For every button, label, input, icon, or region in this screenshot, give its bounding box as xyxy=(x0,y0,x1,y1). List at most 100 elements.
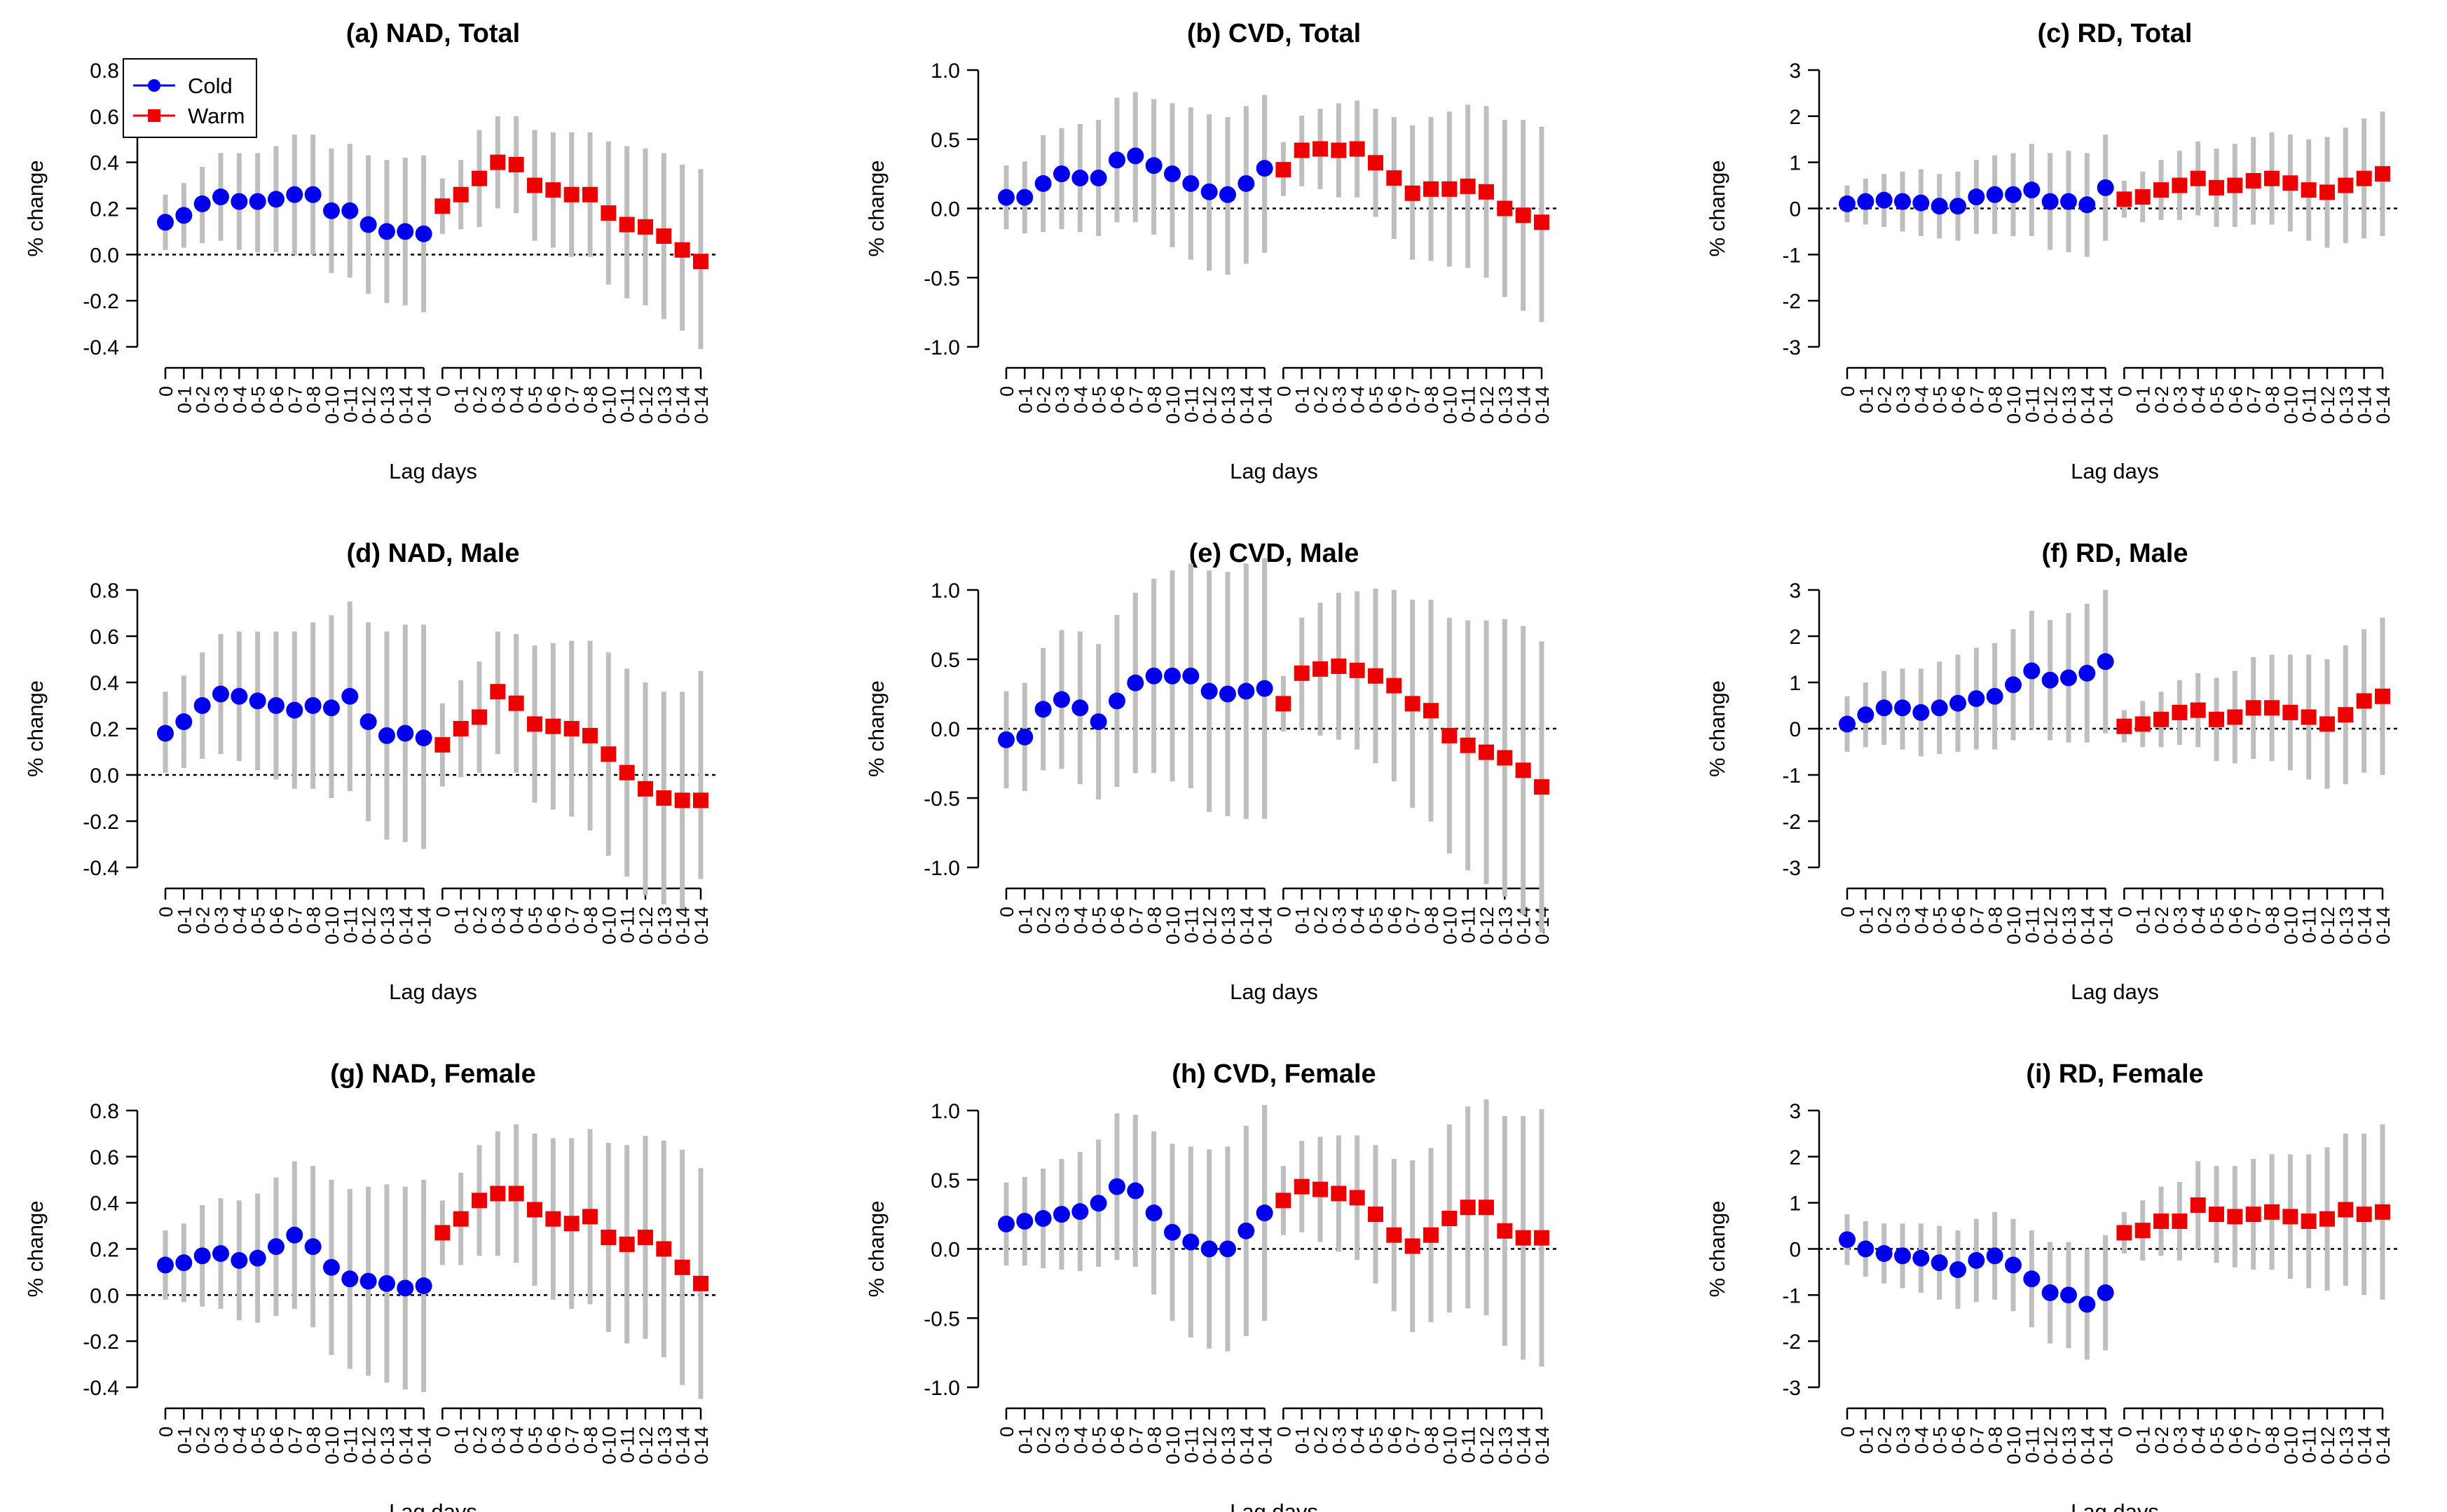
y-tick-label: 1 xyxy=(1789,1193,1801,1216)
point-cold xyxy=(231,1251,248,1269)
x-tick-label: 0-1 xyxy=(1292,907,1313,934)
point-cold xyxy=(1090,1195,1107,1212)
x-tick-label: 0-6 xyxy=(1107,907,1128,934)
panel-b: (b) CVD, Total -1.0 -0.5 0.0 0.5 1.0 % change 0… xyxy=(864,19,1560,483)
point-cold xyxy=(359,216,377,233)
x-tick-label: 0-2 xyxy=(1874,1427,1896,1454)
point-warm xyxy=(674,792,690,809)
x-tick-label: 0-5 xyxy=(248,1427,269,1454)
point-cold xyxy=(1127,147,1144,165)
x-tick-label: 0-2 xyxy=(193,1427,214,1454)
x-tick-label: 0-7 xyxy=(562,386,583,413)
point-warm xyxy=(2116,718,2132,734)
y-tick-label: -0.2 xyxy=(83,1331,119,1354)
x-tick-label: 0-5 xyxy=(1366,907,1387,934)
x-tick-label: 0 xyxy=(996,907,1017,917)
x-tick-label: 0-7 xyxy=(285,386,306,413)
point-warm xyxy=(1423,181,1439,197)
point-cold xyxy=(1108,692,1125,710)
point-warm xyxy=(2338,1202,2354,1218)
panel-e: (e) CVD, Male-1.0-0.50.00.51.0% change00… xyxy=(864,539,1560,1004)
y-tick-label: 0.2 xyxy=(90,198,119,221)
x-tick-label: 0-5 xyxy=(525,907,546,934)
point-cold xyxy=(1857,193,1874,210)
x-tick-label: 0-14 xyxy=(414,386,435,424)
x-tick-label: 0-10 xyxy=(1163,907,1184,944)
point-warm xyxy=(1349,1190,1365,1206)
y-tick-label: 0.0 xyxy=(931,1239,960,1262)
point-warm xyxy=(2153,1214,2170,1229)
point-cold xyxy=(1034,174,1052,192)
point-warm xyxy=(1331,658,1347,674)
point-warm xyxy=(1534,1230,1549,1246)
point-warm xyxy=(1294,1178,1310,1195)
point-warm xyxy=(693,792,708,809)
point-cold xyxy=(1912,1249,1930,1267)
x-tick-label: 0-6 xyxy=(1948,907,1969,934)
point-cold xyxy=(1053,1206,1070,1223)
x-tick-label: 0-6 xyxy=(1384,907,1405,934)
x-tick-label: 0 xyxy=(1837,386,1858,397)
x-tick-label: 0 xyxy=(1273,1427,1294,1437)
point-cold xyxy=(1090,713,1107,731)
y-tick-label: 0 xyxy=(1789,1239,1801,1262)
point-warm xyxy=(2153,711,2170,727)
point-warm xyxy=(453,1211,469,1227)
x-tick-label: 0-11 xyxy=(2299,907,2320,943)
x-tick-label: 0-3 xyxy=(1893,386,1914,413)
point-warm xyxy=(563,1216,580,1232)
x-tick-label: 0-8 xyxy=(580,386,601,413)
x-tick-label: 0-6 xyxy=(266,386,287,413)
point-warm xyxy=(582,727,598,743)
x-tick-label: 0-12 xyxy=(359,907,380,944)
point-warm xyxy=(2172,1214,2188,1229)
x-axis-label: Lag days xyxy=(389,980,477,1004)
x-tick-label: 0 xyxy=(996,386,1017,397)
x-tick-label: 0-13 xyxy=(377,1427,398,1464)
x-tick-label: 0-3 xyxy=(2170,386,2191,413)
y-tick-label: 2 xyxy=(1789,626,1801,649)
x-tick-label: 0-7 xyxy=(285,1427,306,1454)
x-tick-label: 0-1 xyxy=(2133,1427,2154,1454)
x-tick-label: 0-13 xyxy=(1495,386,1516,424)
x-tick-label: 0-10 xyxy=(322,386,343,424)
point-warm xyxy=(2264,1204,2280,1220)
x-tick-label: 0-5 xyxy=(1089,907,1110,934)
x-tick-label: 0-8 xyxy=(1421,386,1442,413)
x-axis-label: Lag days xyxy=(389,1499,477,1512)
y-tick-label: 0.0 xyxy=(90,1284,119,1307)
y-tick-label: 0.2 xyxy=(90,718,119,741)
x-tick-label: 0-7 xyxy=(2244,386,2265,413)
legend-box xyxy=(123,58,257,138)
y-axis-label: % change xyxy=(1705,1201,1729,1298)
x-tick-label: 0-2 xyxy=(469,1427,491,1454)
x-tick-label: 0-1 xyxy=(1856,386,1877,413)
y-tick-label: 0.4 xyxy=(90,672,119,695)
point-warm xyxy=(490,154,506,170)
point-warm xyxy=(2319,184,2336,200)
point-cold xyxy=(1931,699,1948,717)
point-warm xyxy=(1294,665,1310,681)
point-warm xyxy=(1534,779,1549,795)
x-tick-label: 0-7 xyxy=(1125,907,1146,934)
x-tick-label: 0 xyxy=(1273,386,1294,397)
y-axis-label: % change xyxy=(864,1201,889,1298)
x-tick-label: 0-1 xyxy=(174,386,195,413)
x-tick-label: 0-11 xyxy=(2022,907,2043,943)
x-tick-label: 0-2 xyxy=(1874,907,1896,934)
x-tick-label: 0-2 xyxy=(1310,386,1331,413)
x-tick-label: 0-12 xyxy=(1200,386,1221,424)
x-axis-label: Lag days xyxy=(1230,980,1318,1004)
point-warm xyxy=(2319,716,2336,732)
point-cold xyxy=(1949,694,1966,712)
point-warm xyxy=(2245,173,2261,188)
x-tick-label: 0-2 xyxy=(1310,907,1331,934)
point-cold xyxy=(1163,165,1181,183)
point-warm xyxy=(2301,1214,2317,1229)
point-warm xyxy=(1349,662,1365,678)
point-warm xyxy=(1312,661,1329,677)
point-warm xyxy=(2301,182,2317,198)
point-cold xyxy=(1968,690,1985,708)
x-tick-label: 0 xyxy=(432,907,453,917)
x-tick-label: 0-10 xyxy=(2003,907,2024,944)
